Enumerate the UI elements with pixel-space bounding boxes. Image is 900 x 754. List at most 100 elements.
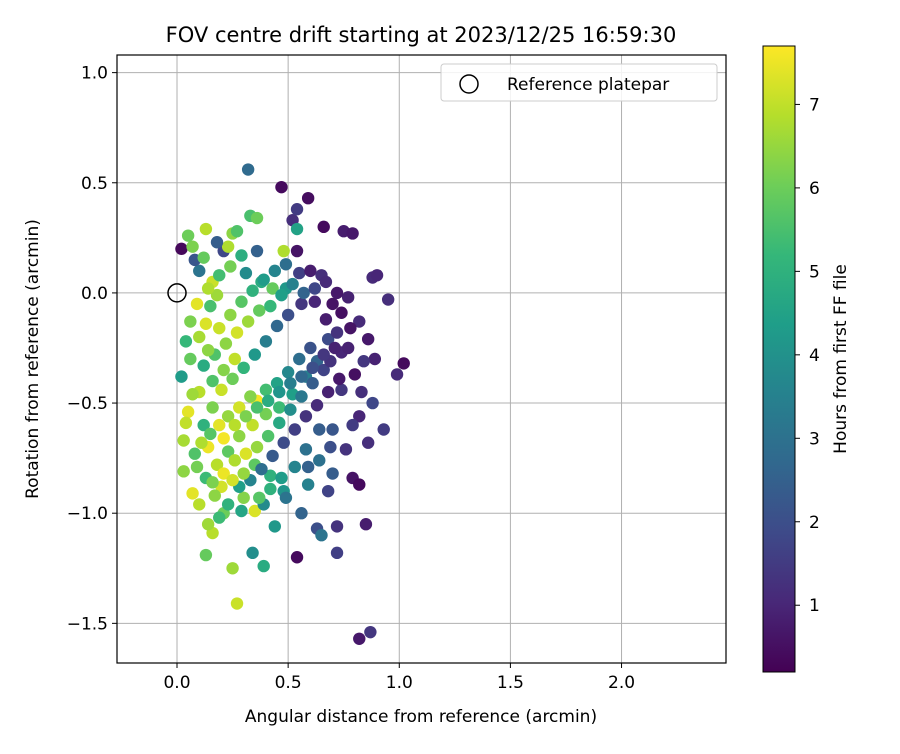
data-point [177,434,190,447]
data-point [341,291,355,304]
data-point [330,286,344,300]
x-axis-ticks: 0.0 0.5 1.0 1.5 2.0 [163,663,635,693]
data-point [344,321,357,335]
data-point [201,343,215,357]
data-point [259,335,273,348]
legend-entry-label: Reference platepar [507,75,669,95]
data-point [237,491,250,504]
data-point [295,507,308,520]
data-point [204,427,217,441]
data-point [284,377,297,390]
data-point [210,458,224,471]
data-point [221,498,235,511]
data-point [261,394,275,408]
data-point [330,546,344,560]
colorbar-tick-label: 6 [809,179,820,199]
data-point [217,432,230,445]
data-point [361,332,375,346]
colorbar-ticks: 1 2 3 4 5 6 7 [795,95,820,616]
data-point [299,410,313,423]
data-point [197,359,210,372]
data-point [199,548,213,562]
data-point [288,460,302,474]
data-point [304,341,317,355]
data-point [250,440,264,454]
data-point [381,293,395,306]
data-point [206,401,219,414]
data-point [253,491,266,504]
data-point [226,562,239,575]
legend: Reference platepar [440,63,718,102]
data-point [306,361,319,375]
data-point [230,225,244,238]
data-point [273,416,286,430]
x-tick-label: 1.5 [497,673,524,693]
data-point [253,304,266,317]
data-point [301,460,315,474]
data-point [201,518,215,531]
data-point [259,407,273,421]
data-point [397,357,410,370]
data-point [208,489,221,502]
colorbar-tick-label: 4 [809,346,820,366]
data-point [235,249,248,262]
x-tick-label: 1.0 [386,673,413,693]
y-tick-label: −1.5 [67,614,108,634]
data-point [328,341,342,355]
data-point [228,454,241,467]
data-point [264,299,277,313]
data-point [266,282,279,295]
grid-lines [117,55,726,663]
data-point [273,385,286,399]
data-point [199,222,213,236]
data-point [250,211,264,225]
data-point [264,482,277,496]
data-point [193,264,206,278]
data-point [257,273,270,286]
data-point [219,337,233,350]
data-point [321,332,335,346]
data-point [230,597,244,610]
data-point [319,313,333,326]
data-point [239,447,253,460]
data-point [290,551,304,564]
x-tick-label: 0.5 [275,673,302,693]
data-point [228,352,241,366]
data-point [195,436,208,449]
data-point [313,423,326,436]
data-point [339,443,353,456]
x-tick-label: 0.0 [163,673,190,693]
chart-title: FOV centre drift starting at 2023/12/25 … [166,23,677,47]
data-point [348,368,362,381]
data-point [179,416,193,430]
y-tick-label: 1.0 [81,64,108,84]
data-point [330,326,344,339]
data-point [210,288,224,302]
data-point [213,418,226,432]
data-point [275,471,288,485]
y-tick-label: −0.5 [67,394,108,414]
data-point [297,286,310,300]
data-point [321,484,335,498]
data-point [326,467,339,480]
colorbar [762,45,796,673]
data-point [279,491,293,504]
data-point [317,220,330,234]
data-point [319,275,333,289]
data-point [213,321,226,335]
data-point [364,625,377,639]
data-point [317,348,330,361]
data-point [184,352,197,366]
y-tick-label: 0.0 [81,284,108,304]
data-point [293,352,306,366]
data-point [368,352,382,366]
data-point [359,518,373,531]
data-point [228,418,241,432]
data-point [326,297,339,311]
data-point [257,559,270,573]
data-point [377,423,390,436]
data-point [268,520,282,533]
data-point [275,180,288,194]
data-point [213,511,226,524]
